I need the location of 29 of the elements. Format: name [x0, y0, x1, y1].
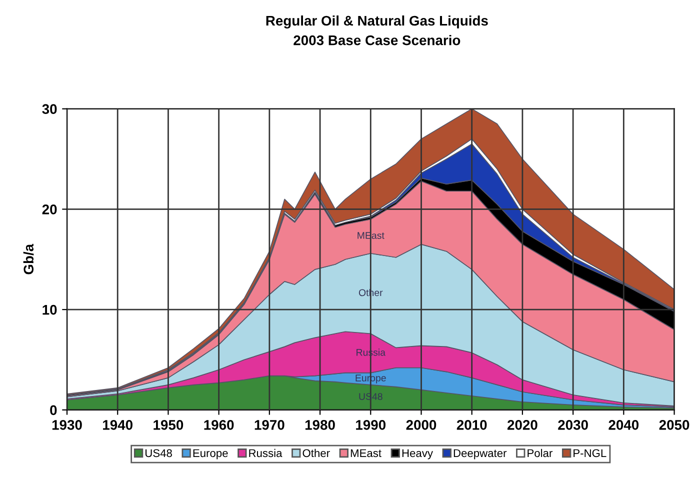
x-tick-label: 2010 [456, 420, 487, 430]
x-tick-label: 2040 [608, 420, 639, 430]
x-tick-label: 1930 [52, 420, 82, 430]
x-tick-label: 1970 [254, 420, 284, 430]
text: Polar [528, 448, 552, 458]
legend-label: Heavy [402, 449, 433, 460]
legend-label: Other [302, 448, 330, 458]
x-tick-label: 2020 [507, 420, 538, 430]
legend-label: Europe [193, 449, 228, 460]
x-tick-label: 1940 [103, 420, 132, 430]
x-tick-label: 1950 [154, 420, 184, 430]
legend-label: MEast [350, 449, 382, 458]
legend-label: US48 [146, 449, 172, 458]
x-tick-label: 1980 [305, 420, 335, 430]
x-tick-label: 1990 [356, 420, 386, 430]
y-tick-label: 10 [42, 304, 57, 315]
x-tick-label: 2030 [558, 420, 588, 430]
y-axis-title: Gb/a [23, 244, 34, 274]
legend-label: P-NGL [574, 449, 606, 458]
chart-subtitle: 2003 Base Case Scenario [294, 35, 460, 46]
x-tick-label: 2000 [406, 420, 436, 430]
legend-label: Russia [249, 448, 282, 458]
y-tick-label: 0 [50, 405, 57, 416]
y-tick-label: 20 [42, 204, 57, 214]
x-tick-label: 1960 [204, 420, 234, 430]
chart-title: Regular Oil & Natural Gas Liquids [266, 15, 488, 28]
legend-label: Deepwater [454, 449, 507, 460]
x-tick-label: 2050 [659, 420, 690, 430]
y-tick-label: 30 [42, 104, 57, 114]
